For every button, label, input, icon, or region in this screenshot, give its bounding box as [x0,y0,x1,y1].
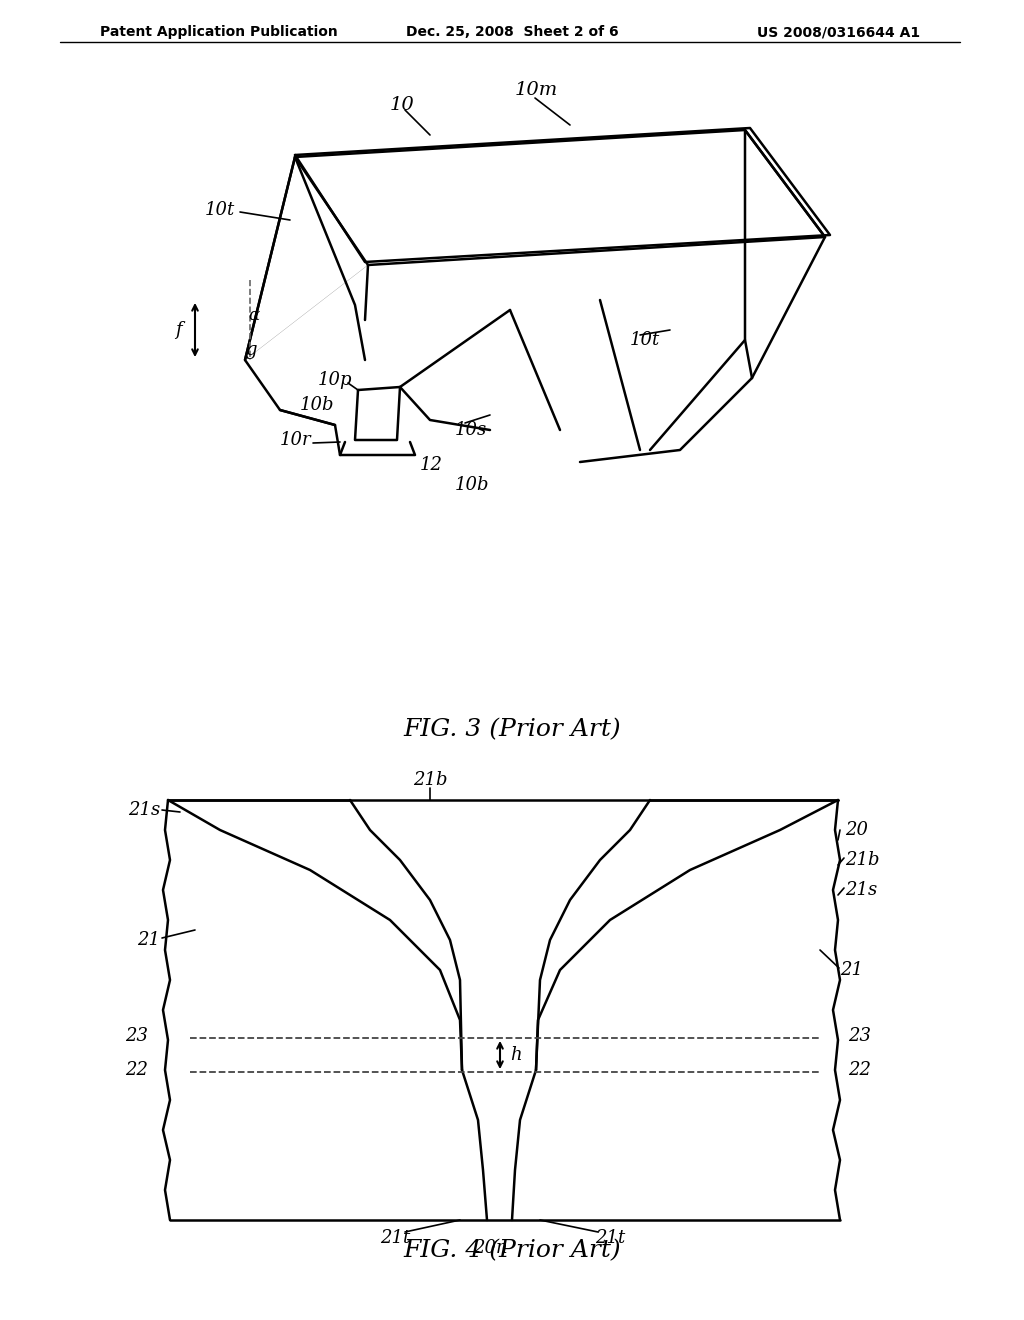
Text: 21t: 21t [380,1229,411,1247]
Text: f: f [175,321,181,339]
Text: α: α [248,306,259,323]
Text: 23: 23 [848,1027,871,1045]
Text: 22: 22 [848,1061,871,1078]
Text: 10s: 10s [455,421,487,440]
Text: 21s: 21s [128,801,160,818]
Text: 12: 12 [420,455,443,474]
Text: 21b: 21b [845,851,880,869]
Text: US 2008/0316644 A1: US 2008/0316644 A1 [757,25,920,40]
Text: 10b: 10b [455,477,489,494]
Text: 10b: 10b [300,396,335,414]
Text: g: g [245,341,256,359]
Text: 20: 20 [845,821,868,840]
Text: Patent Application Publication: Patent Application Publication [100,25,338,40]
Text: FIG. 4 (Prior Art): FIG. 4 (Prior Art) [403,1239,621,1262]
Text: 10m: 10m [515,81,558,99]
Text: 10: 10 [390,96,415,114]
Text: 21: 21 [840,961,863,979]
Text: 21t: 21t [595,1229,625,1247]
Text: 20n: 20n [473,1239,507,1257]
Text: 10r: 10r [280,432,311,449]
Text: 10t: 10t [630,331,660,348]
Text: 22: 22 [125,1061,148,1078]
Text: FIG. 3 (Prior Art): FIG. 3 (Prior Art) [403,718,621,742]
Text: 10t: 10t [205,201,236,219]
Text: 23: 23 [125,1027,148,1045]
Text: 21b: 21b [413,771,447,789]
Text: 21s: 21s [845,880,878,899]
Text: Dec. 25, 2008  Sheet 2 of 6: Dec. 25, 2008 Sheet 2 of 6 [406,25,618,40]
Text: h: h [510,1045,521,1064]
Text: 10p: 10p [318,371,352,389]
Text: 21: 21 [137,931,160,949]
